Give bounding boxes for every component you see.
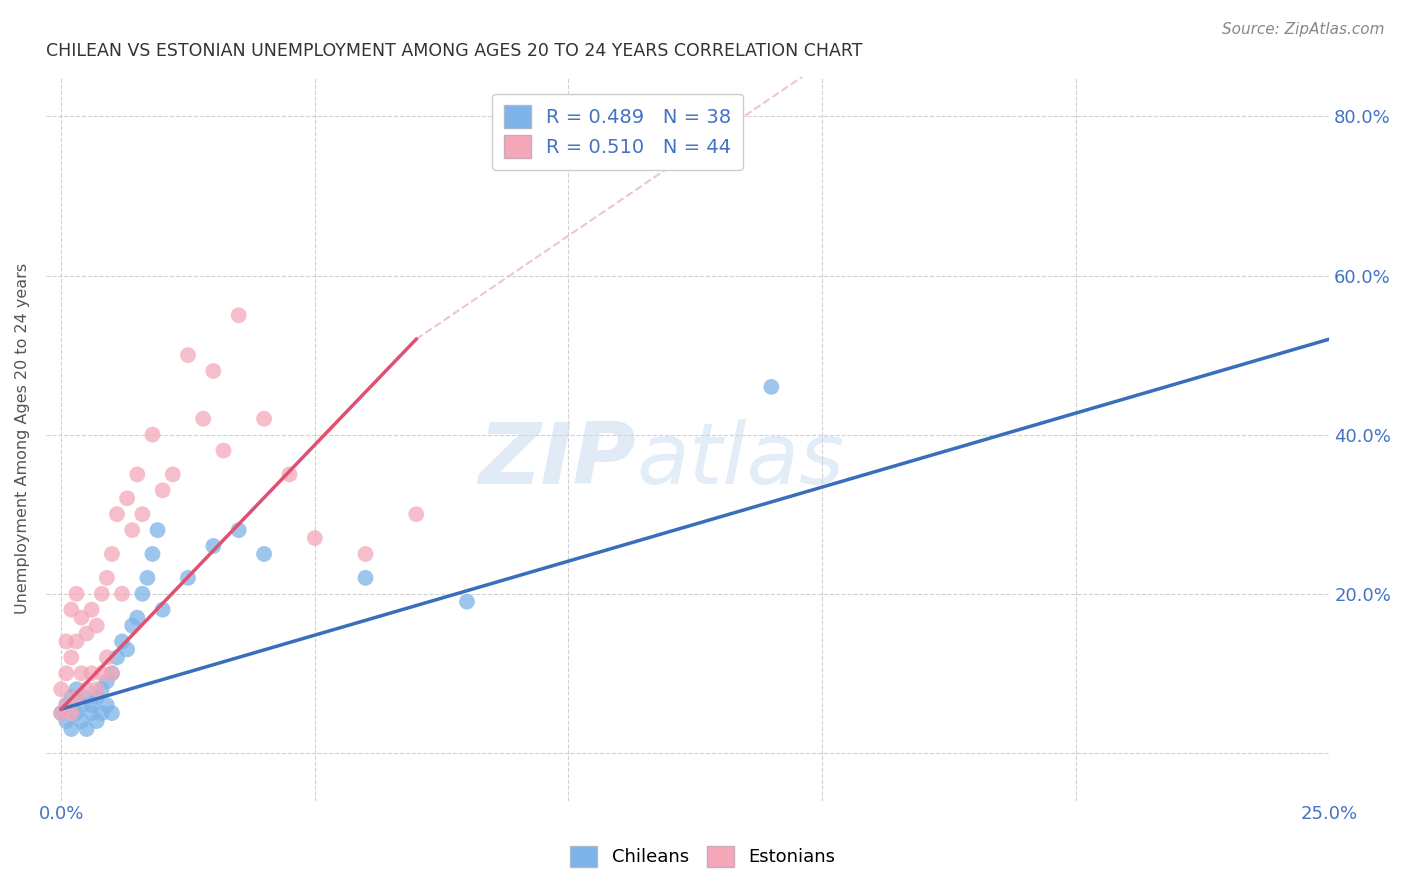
Legend: R = 0.489   N = 38, R = 0.510   N = 44: R = 0.489 N = 38, R = 0.510 N = 44: [492, 94, 744, 169]
Point: [253, 547, 276, 561]
Point: [76, 690, 98, 705]
Point: [90, 666, 112, 681]
Point: [86, 618, 108, 632]
Point: [405, 507, 427, 521]
Point: [101, 706, 124, 720]
Point: [90, 682, 112, 697]
Point: [105, 650, 128, 665]
Point: [761, 380, 783, 394]
Text: ZIP: ZIP: [478, 419, 637, 502]
Point: [96, 571, 118, 585]
Point: [86, 714, 108, 728]
Point: [96, 650, 118, 665]
Point: [60, 650, 83, 665]
Text: atlas: atlas: [637, 419, 844, 502]
Point: [55, 698, 77, 713]
Point: [131, 587, 153, 601]
Point: [96, 674, 118, 689]
Point: [70, 714, 93, 728]
Point: [354, 547, 377, 561]
Point: [90, 706, 112, 720]
Point: [86, 682, 108, 697]
Text: Source: ZipAtlas.com: Source: ZipAtlas.com: [1222, 22, 1385, 37]
Point: [51, 706, 73, 720]
Point: [141, 427, 163, 442]
Point: [65, 587, 87, 601]
Point: [60, 602, 83, 616]
Point: [121, 618, 143, 632]
Point: [304, 531, 326, 545]
Point: [127, 610, 149, 624]
Point: [55, 634, 77, 648]
Point: [55, 698, 77, 713]
Point: [146, 523, 169, 537]
Point: [55, 714, 77, 728]
Point: [105, 507, 128, 521]
Point: [80, 602, 103, 616]
Point: [152, 602, 174, 616]
Point: [253, 411, 276, 425]
Point: [65, 682, 87, 697]
Point: [228, 308, 250, 322]
Point: [65, 690, 87, 705]
Point: [90, 587, 112, 601]
Point: [141, 547, 163, 561]
Point: [70, 610, 93, 624]
Point: [65, 706, 87, 720]
Point: [228, 523, 250, 537]
Point: [86, 690, 108, 705]
Point: [121, 523, 143, 537]
Point: [60, 690, 83, 705]
Point: [177, 571, 200, 585]
Legend: Chileans, Estonians: Chileans, Estonians: [564, 838, 842, 874]
Point: [202, 364, 225, 378]
Point: [115, 491, 138, 506]
Point: [127, 467, 149, 482]
Point: [70, 698, 93, 713]
Point: [80, 706, 103, 720]
Point: [76, 682, 98, 697]
Point: [111, 587, 134, 601]
Point: [55, 666, 77, 681]
Point: [354, 571, 377, 585]
Point: [76, 722, 98, 736]
Text: CHILEAN VS ESTONIAN UNEMPLOYMENT AMONG AGES 20 TO 24 YEARS CORRELATION CHART: CHILEAN VS ESTONIAN UNEMPLOYMENT AMONG A…: [46, 42, 862, 60]
Point: [193, 411, 215, 425]
Point: [111, 634, 134, 648]
Point: [101, 666, 124, 681]
Point: [115, 642, 138, 657]
Point: [51, 706, 73, 720]
Point: [51, 682, 73, 697]
Point: [131, 507, 153, 521]
Point: [101, 666, 124, 681]
Point: [101, 547, 124, 561]
Point: [177, 348, 200, 362]
Point: [96, 698, 118, 713]
Y-axis label: Unemployment Among Ages 20 to 24 years: Unemployment Among Ages 20 to 24 years: [15, 263, 30, 615]
Point: [212, 443, 235, 458]
Point: [278, 467, 301, 482]
Point: [136, 571, 159, 585]
Point: [60, 722, 83, 736]
Point: [65, 634, 87, 648]
Point: [76, 626, 98, 640]
Point: [162, 467, 184, 482]
Point: [80, 698, 103, 713]
Point: [60, 706, 83, 720]
Point: [202, 539, 225, 553]
Point: [80, 666, 103, 681]
Point: [456, 595, 478, 609]
Point: [70, 666, 93, 681]
Point: [152, 483, 174, 498]
